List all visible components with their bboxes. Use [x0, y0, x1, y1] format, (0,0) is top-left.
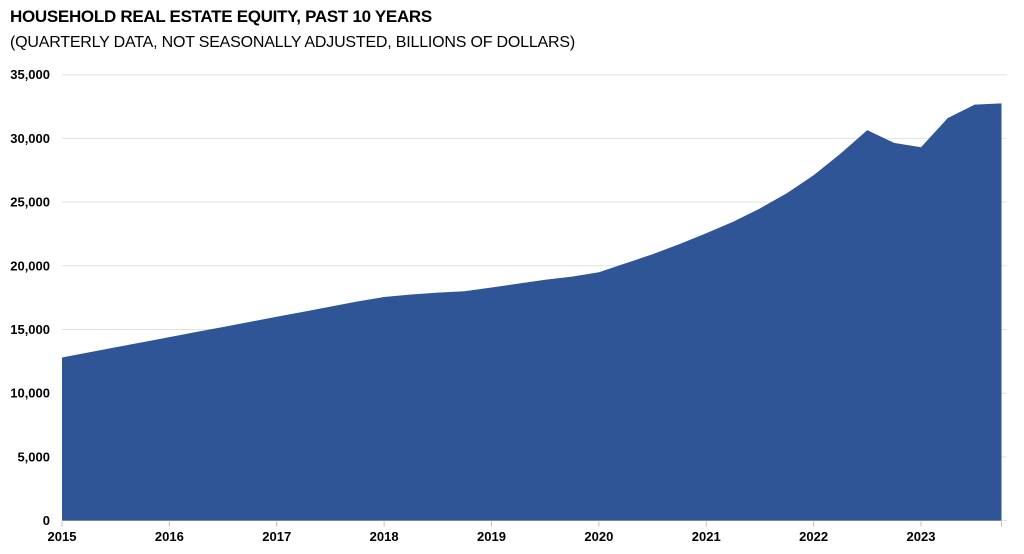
y-axis-label: 5,000: [17, 449, 50, 464]
equity-area-series: [62, 103, 1002, 521]
chart-subtitle: (QUARTERLY DATA, NOT SEASONALLY ADJUSTED…: [10, 34, 575, 51]
y-axis-label: 20,000: [10, 258, 50, 273]
x-axis-label: 2023: [907, 529, 936, 544]
y-axis-label: 30,000: [10, 131, 50, 146]
x-axis-label: 2016: [155, 529, 184, 544]
chart-header: HOUSEHOLD REAL ESTATE EQUITY, PAST 10 YE…: [10, 4, 1010, 55]
x-axis-label: 2017: [262, 529, 291, 544]
y-axis-label: 25,000: [10, 195, 50, 210]
chart-title: HOUSEHOLD REAL ESTATE EQUITY, PAST 10 YE…: [10, 7, 432, 26]
y-axis-label: 15,000: [10, 322, 50, 337]
x-axis-label: 2019: [477, 529, 506, 544]
y-axis-label: 10,000: [10, 386, 50, 401]
x-axis-label: 2020: [584, 529, 613, 544]
x-axis-label: 2022: [799, 529, 828, 544]
x-axis-label: 2015: [48, 529, 77, 544]
x-axis-label: 2021: [692, 529, 721, 544]
y-axis-label: 35,000: [10, 67, 50, 82]
x-axis-label: 2018: [370, 529, 399, 544]
y-axis-label: 0: [43, 513, 50, 528]
